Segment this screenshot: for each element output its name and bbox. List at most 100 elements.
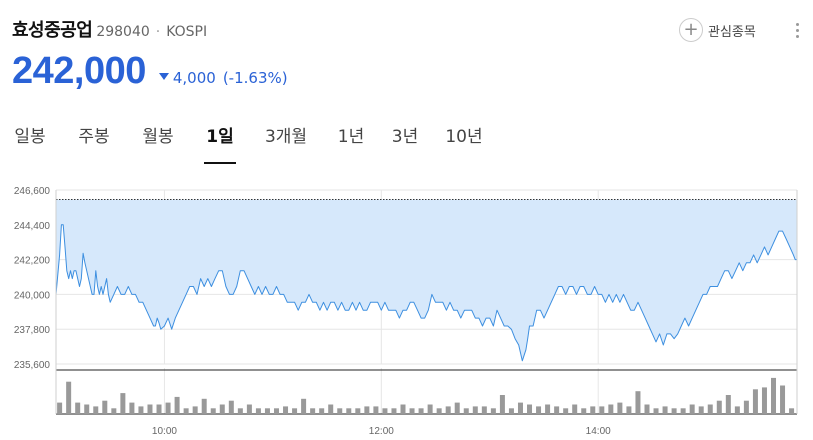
volume-bar <box>283 406 289 414</box>
tab-10-year[interactable]: 10년 <box>445 127 483 147</box>
volume-bar <box>84 404 90 414</box>
tab-3-year[interactable]: 3년 <box>391 127 419 147</box>
price-area-fill <box>56 199 797 361</box>
volume-bar <box>789 408 795 414</box>
volume-bar <box>400 404 406 414</box>
x-tick-label: 12:00 <box>369 426 394 437</box>
volume-bar <box>57 402 63 414</box>
x-tick-label: 14:00 <box>586 426 611 437</box>
volume-bar <box>346 408 352 414</box>
volume-bar <box>382 408 388 414</box>
separator-dot: · <box>155 24 161 40</box>
volume-bar <box>662 406 668 414</box>
volume-bar <box>599 406 605 414</box>
volume-bar <box>572 404 578 414</box>
volume-bar <box>481 406 487 414</box>
volume-bar <box>590 406 596 414</box>
tab-weekly[interactable]: 주봉 <box>78 127 110 147</box>
volume-bar <box>527 404 533 414</box>
tab-1-day[interactable]: 1일 <box>204 118 236 164</box>
x-tick-label: 10:00 <box>152 426 177 437</box>
volume-bar <box>237 408 243 414</box>
volume-bar <box>626 406 632 414</box>
y-tick-label: 244,400 <box>14 221 51 232</box>
volume-bar <box>391 408 397 414</box>
volume-bar <box>319 408 325 414</box>
tab-monthly[interactable]: 월봉 <box>142 127 174 147</box>
volume-bar <box>264 408 270 414</box>
y-tick-label: 235,600 <box>14 360 51 371</box>
current-price: 242,000 <box>12 50 146 92</box>
y-tick-label: 240,000 <box>14 290 51 301</box>
volume-bar <box>508 408 514 414</box>
volume-bar <box>608 404 614 414</box>
volume-bar <box>716 400 722 414</box>
stock-header: 효성중공업 298040 · KOSPI <box>12 16 207 44</box>
volume-bar <box>427 404 433 414</box>
volume-bar <box>156 404 162 414</box>
volume-bar <box>707 404 713 414</box>
volume-bar <box>436 408 442 414</box>
volume-bar <box>138 406 144 414</box>
add-favorite-label: 관심종목 <box>708 24 756 40</box>
tab-1-year[interactable]: 1년 <box>337 127 365 147</box>
stock-name: 효성중공업 <box>12 20 93 41</box>
volume-bar <box>653 408 659 414</box>
volume-bar <box>689 404 695 414</box>
volume-bar <box>734 406 740 414</box>
volume-bar <box>698 406 704 414</box>
volume-bar <box>210 408 216 414</box>
volume-bar <box>120 393 126 414</box>
volume-bar <box>743 400 749 414</box>
price-line <box>55 224 797 362</box>
volume-bar <box>255 408 261 414</box>
market-name: KOSPI <box>166 24 208 40</box>
y-tick-label: 246,600 <box>14 186 51 197</box>
down-triangle-icon <box>158 73 169 80</box>
volume-bar <box>499 395 505 414</box>
volume-bar <box>454 402 460 414</box>
y-tick-label: 242,200 <box>14 256 51 267</box>
volume-bar <box>680 408 686 414</box>
volume-bar <box>771 377 777 414</box>
volume-bar <box>147 404 153 414</box>
volume-bar <box>472 406 478 414</box>
tab-daily[interactable]: 일봉 <box>14 127 46 147</box>
volume-bar <box>75 402 81 414</box>
volume-bar <box>780 385 786 414</box>
tab-3-month[interactable]: 3개월 <box>264 127 308 147</box>
volume-bar <box>219 404 225 414</box>
volume-bar <box>554 406 560 414</box>
change-percent: (-1.63%) <box>222 69 288 87</box>
volume-bar <box>292 408 298 414</box>
volume-bar <box>517 402 523 414</box>
volume-bar <box>418 408 424 414</box>
volume-bar <box>364 406 370 414</box>
volume-bar <box>328 404 334 414</box>
volume-bar <box>246 404 252 414</box>
volume-bar <box>445 406 451 414</box>
volume-bar <box>93 406 99 414</box>
stock-code: 298040 <box>96 24 150 40</box>
y-tick-label: 237,800 <box>14 325 51 336</box>
period-tabs: 일봉 주봉 월봉 1일 3개월 1년 3년 10년 <box>0 118 484 164</box>
volume-bar <box>463 408 469 414</box>
more-vertical-icon[interactable] <box>790 18 804 42</box>
plus-icon: + <box>679 18 703 42</box>
volume-bar <box>355 408 361 414</box>
volume-bar <box>409 408 415 414</box>
volume-bar <box>183 408 189 414</box>
volume-bar <box>301 398 307 414</box>
volume-bar <box>111 408 117 414</box>
volume-bar <box>201 398 207 414</box>
volume-bar <box>337 408 343 414</box>
volume-bar <box>545 404 551 414</box>
intraday-chart[interactable]: 246,600 244,400 242,200 240,000 237,800 235,6… <box>0 176 813 440</box>
volume-bar <box>310 408 316 414</box>
add-favorite-button[interactable]: + 관심종목 <box>679 18 756 42</box>
volume-bar <box>165 402 171 414</box>
volume-bar <box>228 400 234 414</box>
quote-row: 242,000 4,000 (-1.63%) <box>12 50 288 93</box>
volume-bar <box>563 408 569 414</box>
volume-bar <box>752 389 758 414</box>
